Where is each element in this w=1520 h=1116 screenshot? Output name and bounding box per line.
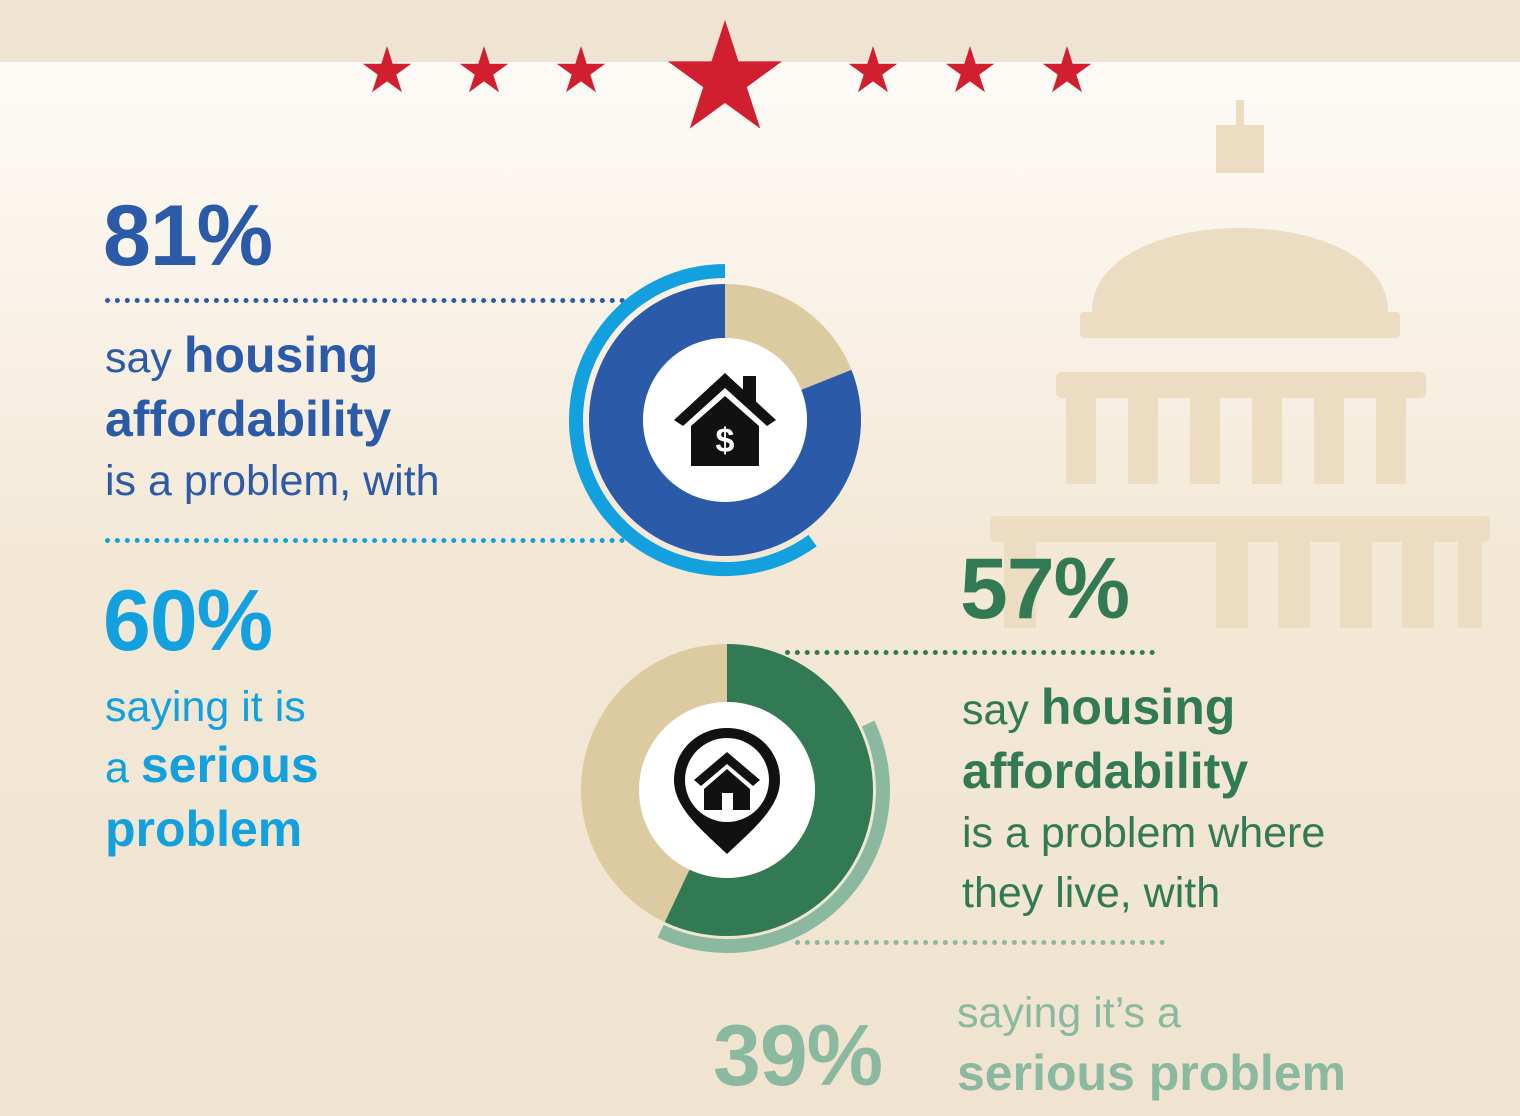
stat1-line3: is a problem, with: [105, 457, 440, 505]
svg-text:$: $: [716, 422, 735, 460]
donut-chart-local-problem: [580, 644, 890, 953]
stat4-line1: saying it’s a: [957, 989, 1181, 1037]
star-icon: [848, 46, 898, 93]
donut-chart-housing-problem: $: [569, 264, 861, 576]
stat-60-percent: 60%: [103, 573, 273, 669]
stat1-line2: affordability: [105, 391, 392, 447]
stat3-line4: they live, with: [962, 869, 1221, 917]
stat-39-percent: 39%: [713, 1008, 883, 1104]
problem-segment: [589, 284, 861, 556]
serious-problem-arc: [569, 264, 817, 576]
text-a: a: [105, 744, 141, 792]
text-say: say: [962, 686, 1041, 734]
text-serious: serious: [140, 737, 319, 793]
dotted-divider: [105, 298, 645, 303]
stat3-line3: is a problem where: [962, 809, 1326, 857]
house-location-pin-icon: [674, 728, 780, 854]
dotted-divider: [795, 940, 1165, 945]
dotted-divider: [105, 538, 625, 543]
stat2-line1: saying it is: [105, 683, 306, 731]
stat4-line2: serious problem: [957, 1045, 1346, 1101]
stars-row: [362, 20, 1092, 129]
serious-problem-arc: [657, 720, 890, 953]
dotted-divider: [785, 650, 1155, 655]
star-icon: [556, 46, 606, 93]
text-housing: housing: [1040, 679, 1236, 735]
star-icon: [362, 46, 412, 93]
house-dollar-icon: $: [674, 373, 776, 466]
star-icon: [667, 20, 783, 129]
stat2-line2: a serious: [105, 740, 319, 790]
star-icon: [459, 46, 509, 93]
star-icon: [945, 46, 995, 93]
stat1-line1: say housing: [105, 330, 378, 380]
stat3-line1: say housing: [962, 682, 1235, 732]
stat2-line3: problem: [105, 801, 303, 857]
text-say: say: [105, 334, 184, 382]
problem-segment: [664, 644, 873, 936]
star-icon: [1042, 46, 1092, 93]
text-housing: housing: [183, 327, 379, 383]
stat-81-percent: 81%: [103, 188, 273, 284]
top-band: [0, 0, 1520, 62]
stat-57-percent: 57%: [960, 541, 1130, 637]
stat3-line2: affordability: [962, 743, 1249, 799]
